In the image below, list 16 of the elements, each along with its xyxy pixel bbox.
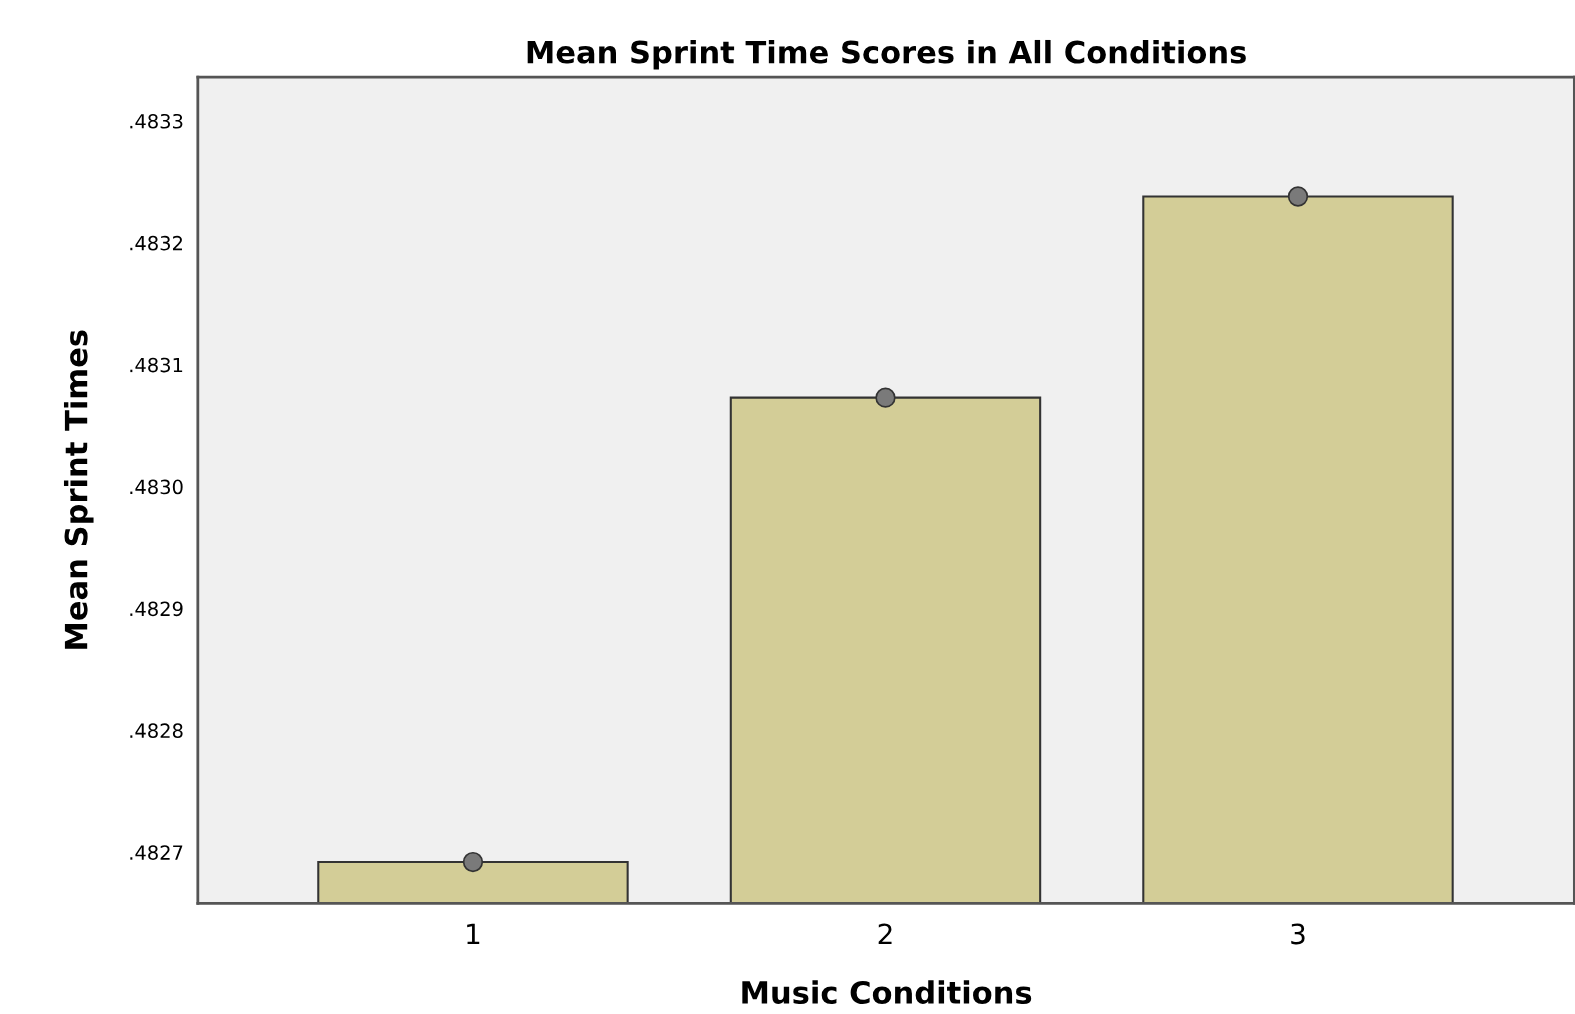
x-tick-label: 1 — [467, 923, 480, 945]
x-tick-label: 3 — [1291, 923, 1305, 945]
point — [875, 387, 896, 408]
y-tick-label: .4829 — [130, 601, 183, 617]
point — [462, 851, 484, 873]
y-axis-title: Mean Sprint Times — [63, 330, 94, 649]
y-tick-label: .4827 — [130, 845, 183, 860]
y-tick-label: .4828 — [130, 723, 183, 739]
y-tick-label: .4832 — [130, 235, 182, 251]
x-axis-title: Music Conditions — [742, 980, 1032, 1005]
y-tick-label: .4831 — [130, 357, 183, 373]
x-tick-label: 2 — [878, 923, 892, 945]
point — [1287, 186, 1309, 207]
y-tick-label: .4833 — [130, 113, 183, 129]
y-tick-label: .4830 — [130, 479, 183, 495]
chart-title: Mean Sprint Time Scores in All Conditions — [527, 39, 1246, 70]
